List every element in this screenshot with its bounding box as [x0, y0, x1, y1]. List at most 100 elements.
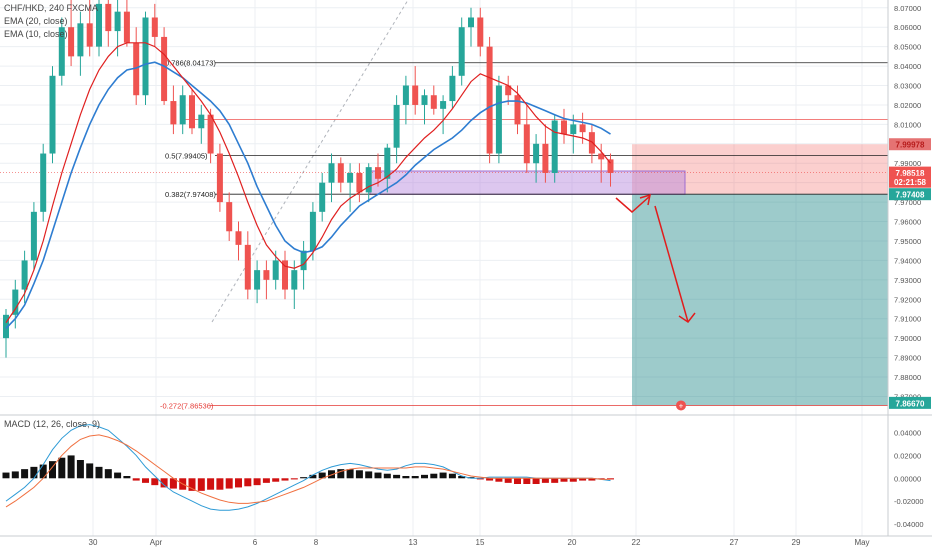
price-tick-label: 7.92000 [894, 295, 921, 304]
macd-histogram-bar [197, 478, 205, 491]
price-tick-label: 8.06000 [894, 23, 921, 32]
macd-histogram-bar [123, 476, 131, 479]
macd-histogram-bar [58, 457, 66, 479]
target-marker [676, 400, 686, 411]
trend-line [211, 0, 409, 323]
target-marker-plus: + [679, 401, 684, 410]
candle-body [282, 260, 288, 290]
price-tick-label: 7.90000 [894, 334, 921, 343]
macd-histogram-bar [569, 478, 577, 482]
macd-legend: MACD (12, 26, close, 9) [4, 419, 101, 429]
macd-tick-label: 0.04000 [894, 429, 921, 438]
candle-body [40, 153, 47, 212]
macd-histogram-bar [486, 478, 494, 481]
macd-histogram-bar [300, 477, 308, 479]
take-profit-zone [632, 194, 888, 406]
candle-body [486, 46, 493, 154]
macd-histogram-bar [383, 473, 391, 479]
macd-histogram-bar [448, 473, 456, 479]
time-tick-label: 30 [89, 538, 98, 547]
annotation-arrows [615, 193, 696, 324]
candle-body [579, 124, 586, 133]
macd-histogram-bar [532, 478, 540, 484]
macd-histogram-bar [402, 476, 410, 479]
candle-body [300, 250, 307, 271]
price-marker-bg [889, 396, 931, 409]
price-marker-bg [889, 188, 931, 201]
time-tick-label: 22 [632, 538, 641, 547]
time-tick-label: 13 [409, 538, 418, 547]
macd-tick-label: -0.04000 [894, 520, 924, 529]
candle-body [319, 182, 326, 212]
macd-histogram-bar [541, 478, 549, 483]
candle-body [328, 163, 335, 183]
macd-histogram-bar [504, 478, 512, 483]
price-marker-bg [889, 166, 931, 179]
macd-histogram-bar [86, 463, 94, 479]
candle-body [30, 211, 37, 261]
macd-tick-label: 0.00000 [894, 474, 921, 483]
macd-panel [2, 424, 614, 511]
macd-line [5, 424, 611, 511]
macd-histogram-bar [30, 466, 38, 479]
candle-body [337, 163, 344, 183]
macd-histogram-bar [290, 478, 298, 480]
price-marker-label: 7.86670 [896, 399, 925, 408]
candle-body [393, 104, 400, 148]
macd-histogram-bar [244, 478, 252, 487]
candle-body [347, 172, 354, 183]
candle-body [226, 202, 233, 232]
price-marker-bg [889, 175, 931, 188]
macd-histogram-bar [160, 478, 168, 488]
candle-body [449, 75, 456, 102]
stop-loss-zone [632, 144, 888, 195]
candle-body [77, 23, 84, 57]
macd-histogram-bar [374, 472, 382, 479]
macd-histogram-bar [262, 478, 270, 483]
ema20-line [5, 61, 611, 329]
candle-body [542, 143, 549, 173]
candle-body [551, 120, 558, 173]
candle-body [561, 120, 567, 135]
symbol-legend: CHF/HKD, 240 FXCMA [4, 3, 99, 13]
candle-body [86, 23, 93, 47]
macd-histogram-bar [2, 472, 10, 479]
candle-body [244, 244, 251, 290]
macd-histogram-bar [458, 476, 466, 479]
candle-body [309, 211, 316, 251]
candle-body [114, 11, 121, 32]
time-tick-label: 15 [476, 538, 485, 547]
price-tick-label: 7.88000 [894, 373, 921, 382]
price-tick-label: 7.91000 [894, 315, 921, 324]
macd-histogram-bar [49, 461, 56, 479]
macd-histogram-bar [467, 477, 475, 479]
candle-body [68, 27, 75, 57]
ema20-legend: EMA (20, close) [4, 16, 68, 26]
macd-histogram-bar [346, 469, 354, 479]
candle-body [161, 36, 168, 102]
candle-body [588, 132, 595, 154]
time-tick-label: 20 [568, 538, 577, 547]
macd-histogram-bar [514, 478, 521, 484]
candle-body [272, 260, 279, 280]
macd-histogram-bar [355, 470, 363, 479]
price-marker-bg [889, 138, 931, 151]
position-zones [0, 0, 888, 406]
macd-histogram-bar [421, 474, 428, 479]
price-tick-label: 8.01000 [894, 120, 921, 129]
macd-histogram-bar [588, 478, 596, 481]
price-tick-label: 7.95000 [894, 237, 921, 246]
time-tick-label: Apr [150, 538, 163, 547]
candle-body [179, 95, 186, 125]
candle-body [421, 95, 428, 105]
macd-histogram-bar [207, 478, 215, 490]
arrow-head-up [639, 193, 651, 206]
candle-body [105, 3, 112, 32]
price-marker-label: 7.98518 [896, 169, 925, 178]
macd-tick-label: -0.02000 [894, 497, 924, 506]
